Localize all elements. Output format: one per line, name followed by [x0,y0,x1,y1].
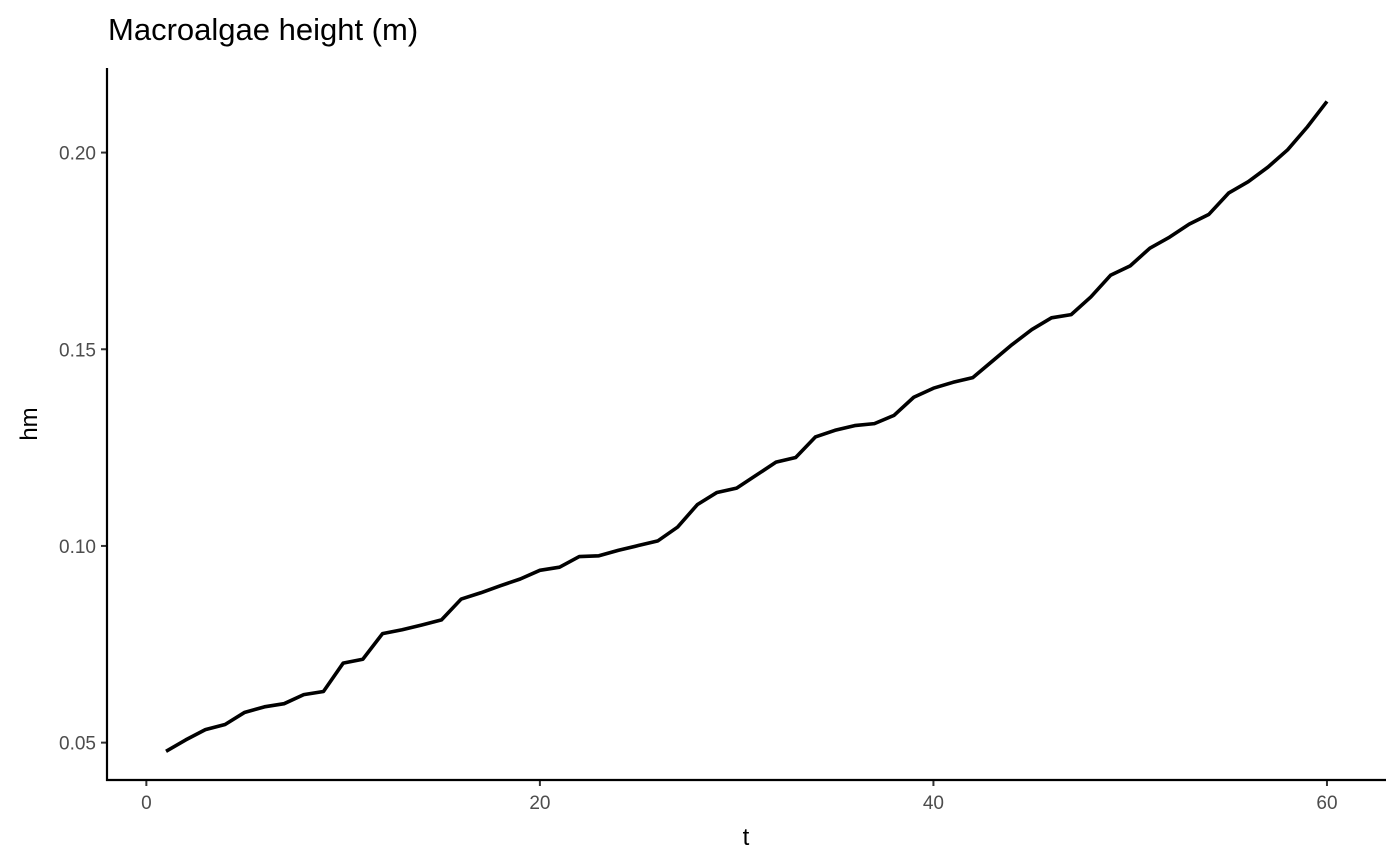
y-axis-label: hm [16,407,43,440]
x-tick-label: 20 [529,793,550,814]
series-line [165,100,1329,753]
y-tick-label: 0.10 [59,537,96,558]
x-tick-label: 0 [141,793,152,814]
x-axis-label: t [743,824,750,851]
y-tick-label: 0.15 [59,340,96,361]
y-axis-ticks: 0.05 0.10 0.15 0.20 [59,144,107,755]
chart-title: Macroalgae height (m) [108,12,418,47]
x-axis-ticks: 0 20 40 60 [141,780,1338,814]
y-tick-label: 0.20 [59,144,96,165]
x-tick-label: 40 [923,793,944,814]
y-tick-label: 0.05 [59,734,96,755]
x-tick-label: 60 [1316,793,1337,814]
